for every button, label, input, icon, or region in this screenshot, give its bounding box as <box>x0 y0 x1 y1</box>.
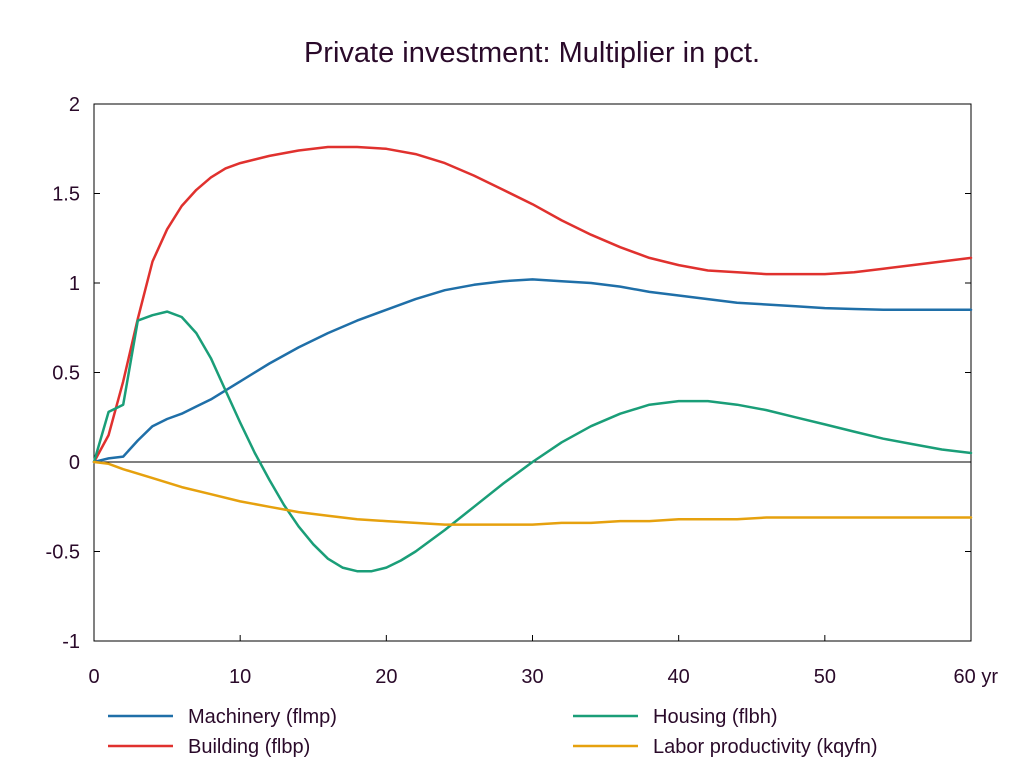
x-tick-label: 10 <box>229 666 251 688</box>
x-tick-label: 50 <box>814 666 836 688</box>
x-tick-label: 30 <box>521 666 543 688</box>
legend-label: Housing (flbh) <box>653 706 778 728</box>
y-tick-label: 2 <box>69 94 80 116</box>
legend-label: Building (flbp) <box>188 736 310 758</box>
series-line-2 <box>92 310 973 573</box>
plot-frame <box>93 103 972 642</box>
y-tick-label: 1.5 <box>52 184 80 206</box>
chart-title: Private investment: Multiplier in pct. <box>304 37 760 69</box>
series-line-0 <box>92 278 973 464</box>
y-tick-label: 0 <box>69 452 80 474</box>
series-line-1 <box>92 145 973 464</box>
y-tick-label: -0.5 <box>46 542 80 564</box>
legend-entry: Building (flbp) <box>108 736 310 758</box>
plot-area: -1-0.500.511.520 10 20 30 40 50 60 yr <box>46 94 999 688</box>
series-line-3 <box>92 460 973 526</box>
x-tick-label: 60 yr <box>954 666 999 688</box>
legend: Machinery (flmp) Building (flbp) Housing (… <box>108 706 878 758</box>
y-tick-label: 0.5 <box>52 363 80 385</box>
legend-entry: Labor productivity (kqyfn) <box>573 736 878 758</box>
x-tick-label: 40 <box>668 666 690 688</box>
y-tick-label: 1 <box>69 273 80 295</box>
legend-entry: Machinery (flmp) <box>108 706 337 728</box>
y-tick-label: -1 <box>62 631 80 653</box>
legend-entry: Housing (flbh) <box>573 706 778 728</box>
legend-label: Machinery (flmp) <box>188 706 337 728</box>
legend-label: Labor productivity (kqyfn) <box>653 736 878 758</box>
x-tick-label: 0 <box>88 666 99 688</box>
x-tick-label: 20 <box>375 666 397 688</box>
